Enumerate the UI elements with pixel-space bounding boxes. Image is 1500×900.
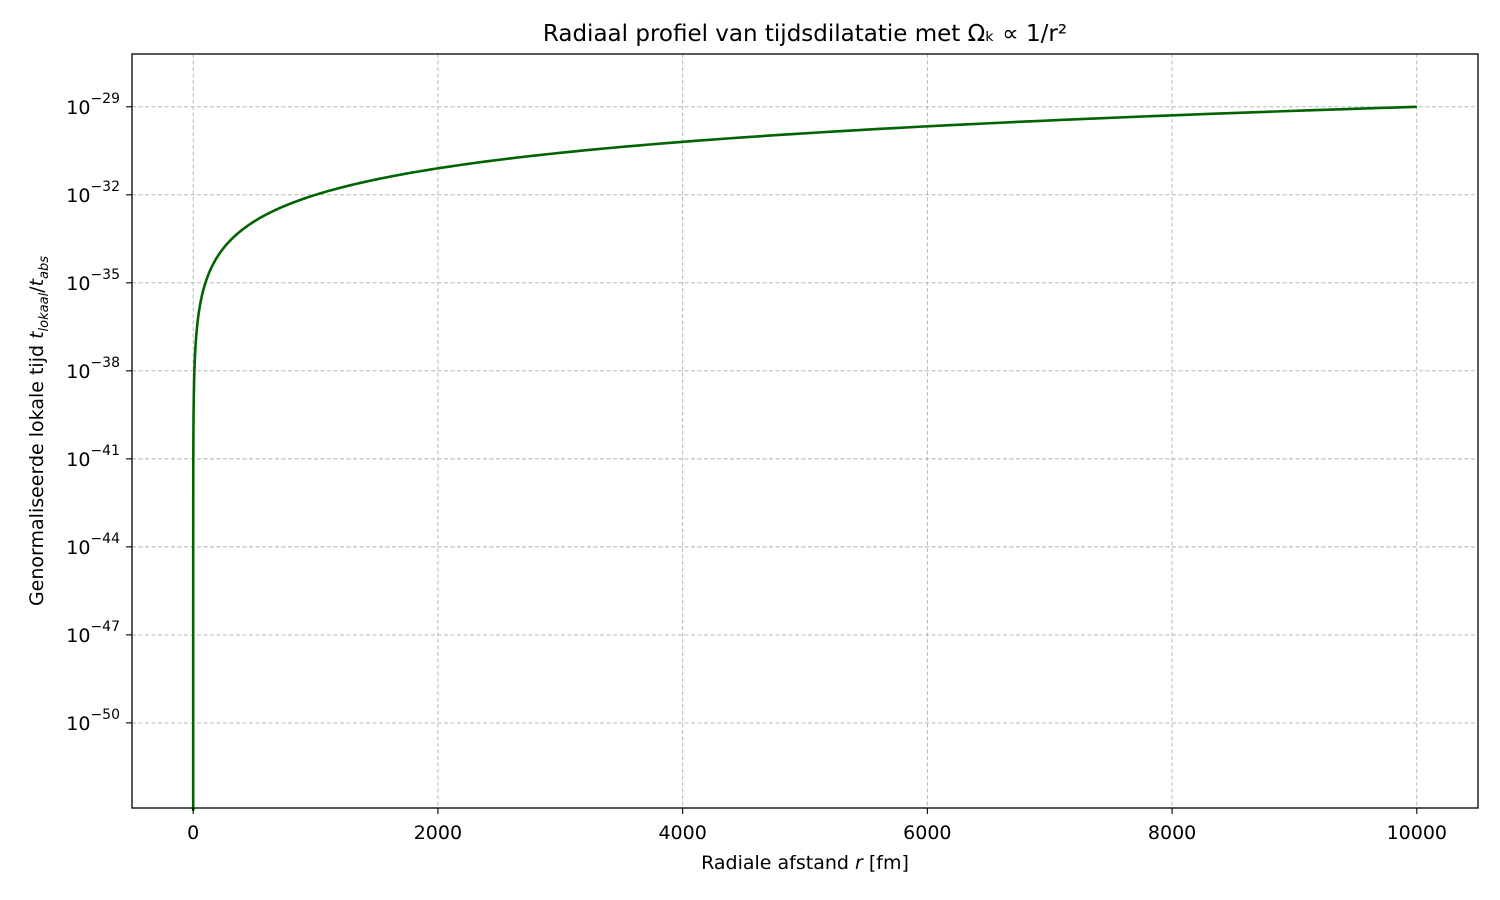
- x-tick-label: 4000: [658, 822, 706, 844]
- x-axis-ticks: 0 2000 4000 6000 8000 10000: [187, 808, 1447, 844]
- y-tick-label: 10−47: [66, 619, 120, 647]
- grid-lines: [132, 54, 1478, 808]
- x-tick-label: 8000: [1148, 822, 1196, 844]
- plot-frame: [131, 53, 1479, 809]
- x-tick-label: 6000: [903, 822, 951, 844]
- y-tick-label: 10−35: [66, 267, 120, 295]
- y-tick-label: 10−29: [66, 91, 120, 119]
- y-tick-label: 10−44: [66, 531, 120, 559]
- chart-title: Radiaal profiel van tijdsdilatatie met Ω…: [543, 21, 1067, 47]
- series-line: [191, 105, 1417, 812]
- x-axis-label: Radiale afstand r [fm]: [701, 852, 909, 874]
- x-tick-label: 0: [187, 822, 199, 844]
- y-tick-label: 10−32: [66, 179, 120, 207]
- x-tick-label: 2000: [414, 822, 462, 844]
- y-tick-label: 10−41: [66, 443, 120, 471]
- x-tick-label: 10000: [1387, 822, 1447, 844]
- y-axis-ticks: 10−50 10−47 10−44 10−41 10−38 10−35 10−32 10−29: [66, 91, 132, 735]
- y-tick-label: 10−38: [66, 355, 120, 383]
- y-tick-label: 10−50: [66, 707, 120, 735]
- y-axis-label: Genormaliseerde lokale tijd tlokaal/tabs: [26, 256, 52, 606]
